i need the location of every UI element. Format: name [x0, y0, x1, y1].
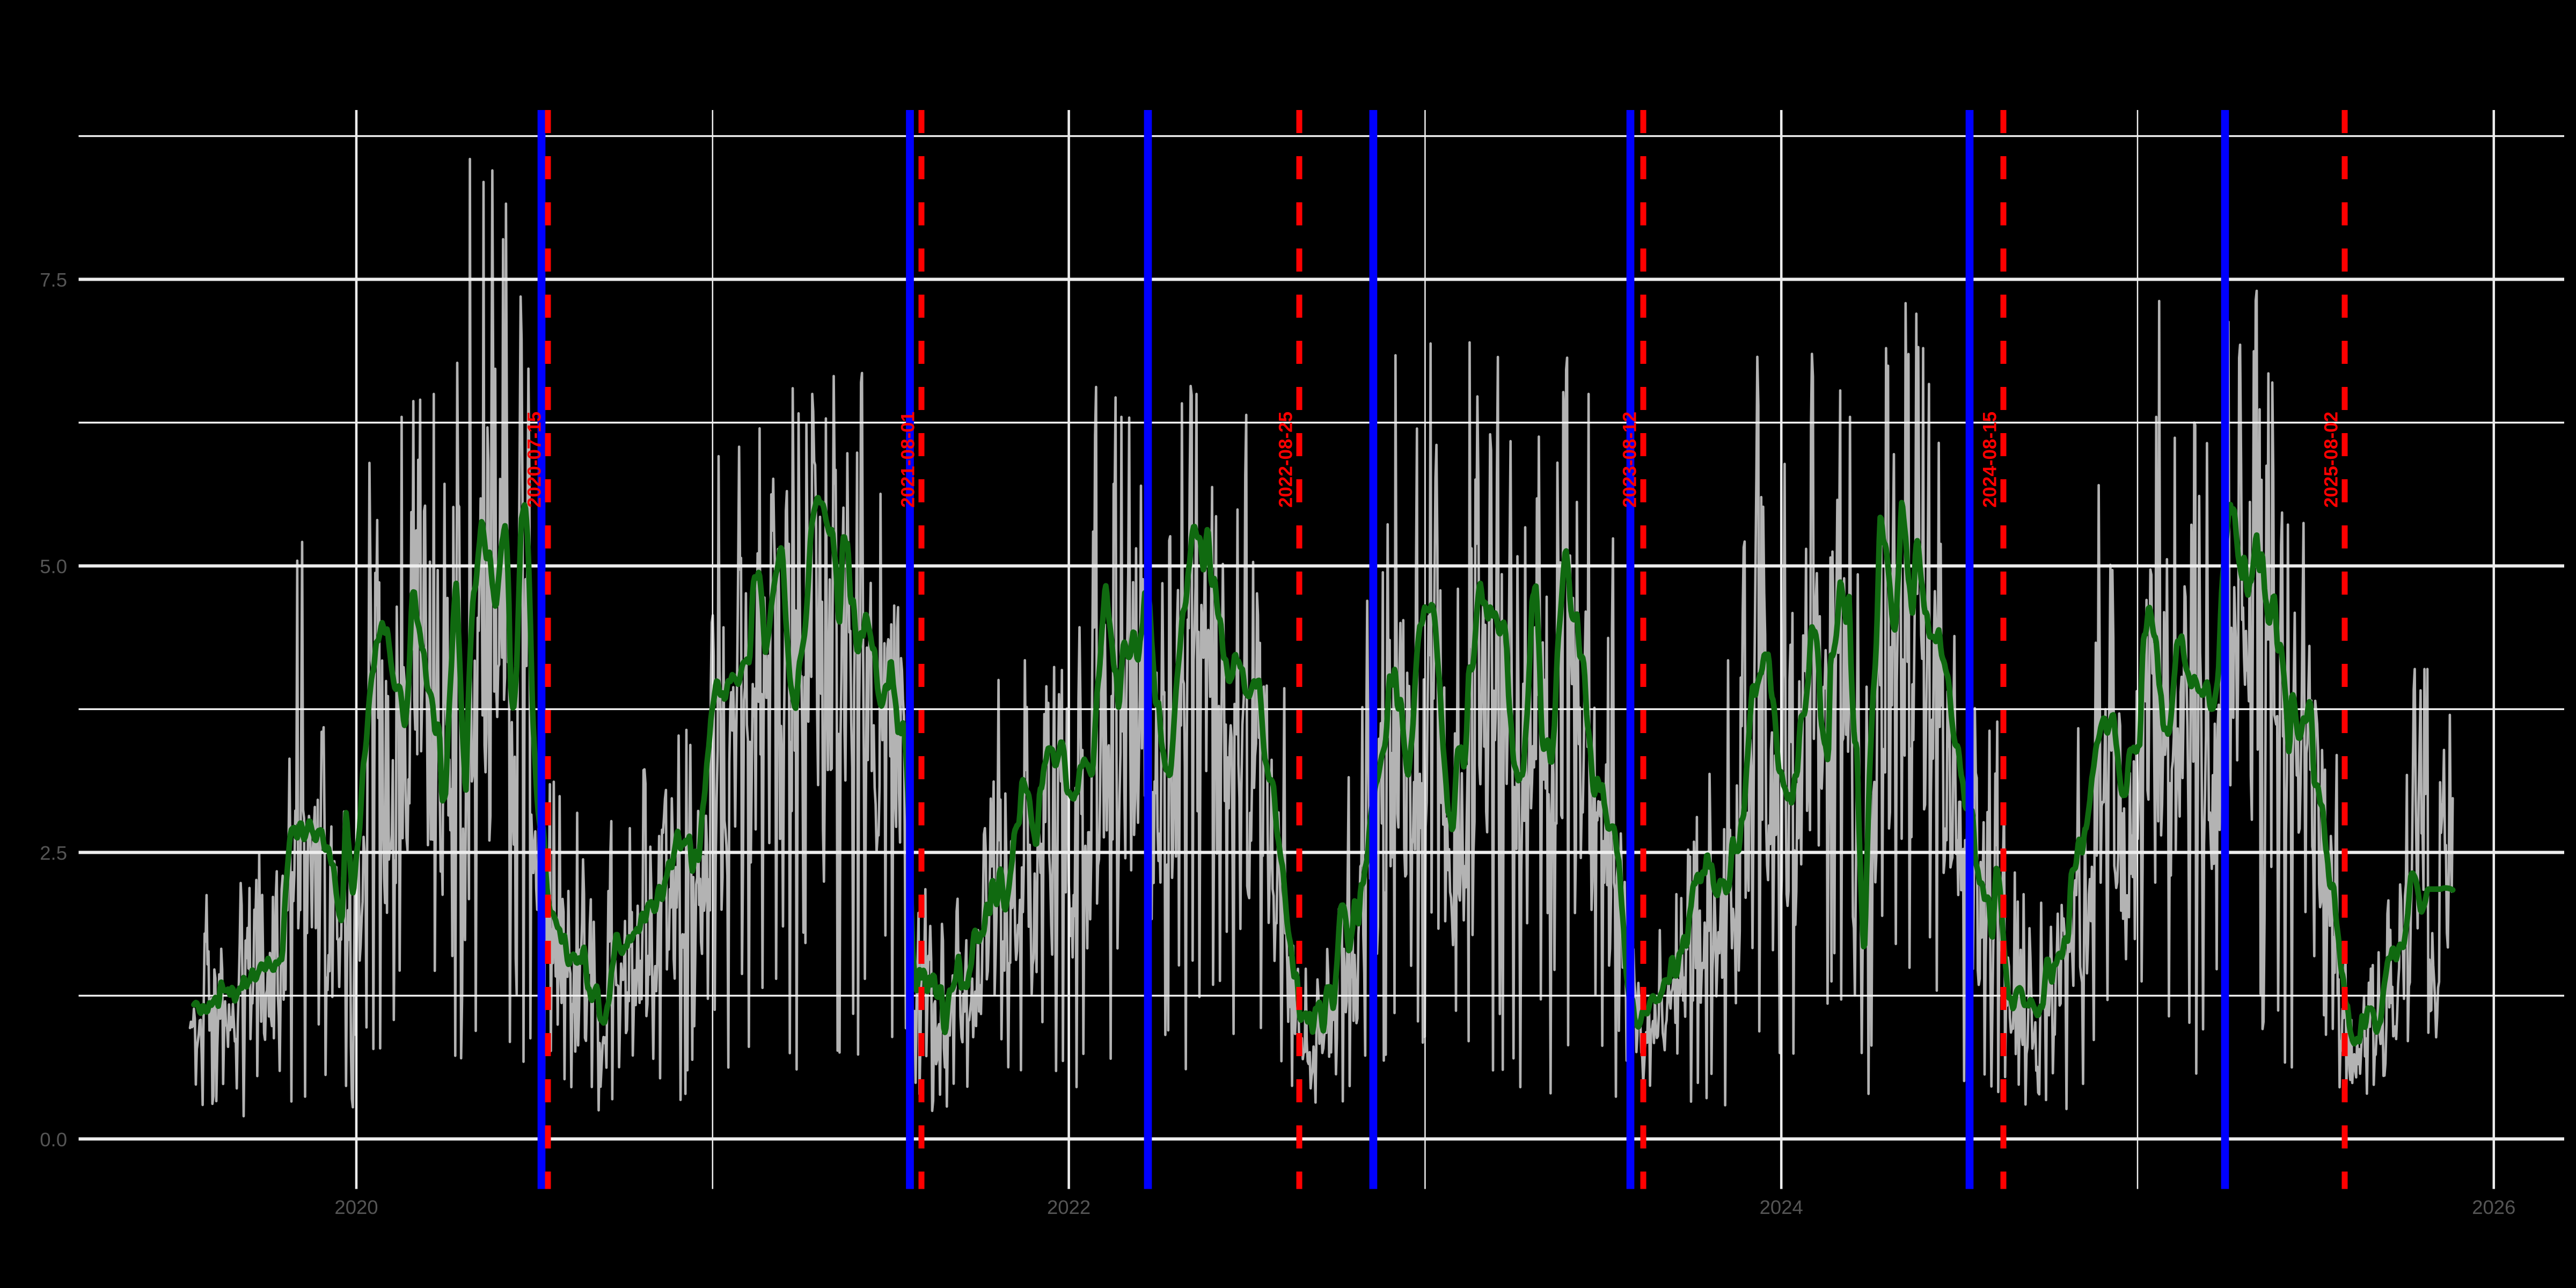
svg-text:2022-08-25: 2022-08-25: [1276, 412, 1297, 508]
svg-text:2022: 2022: [1047, 1196, 1091, 1218]
svg-text:2021-08-01: 2021-08-01: [898, 412, 919, 508]
svg-text:7.5: 7.5: [40, 269, 67, 291]
svg-text:2024: 2024: [1760, 1196, 1803, 1218]
svg-text:2024-08-15: 2024-08-15: [1980, 412, 2001, 508]
svg-text:0.0: 0.0: [40, 1129, 67, 1151]
svg-text:2.5: 2.5: [40, 842, 67, 864]
svg-text:2025-08-02: 2025-08-02: [2321, 412, 2342, 508]
svg-text:2026: 2026: [2472, 1196, 2515, 1218]
svg-text:5.0: 5.0: [40, 555, 67, 577]
svg-text:2020: 2020: [334, 1196, 378, 1218]
svg-text:2023-08-12: 2023-08-12: [1620, 412, 1641, 508]
svg-text:2020-07-15: 2020-07-15: [524, 412, 545, 508]
